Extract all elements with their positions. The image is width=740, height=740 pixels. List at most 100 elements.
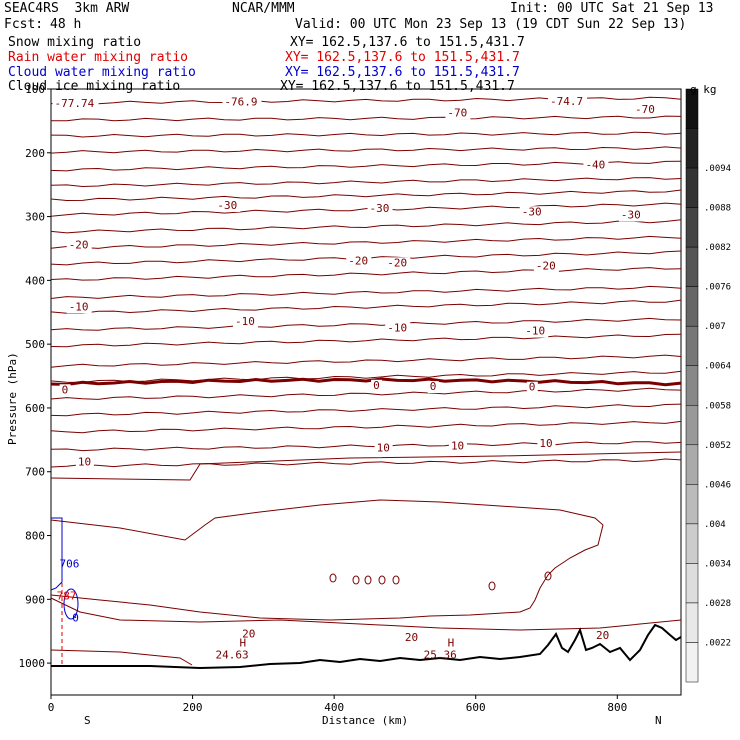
colorbar-label: .0088 xyxy=(704,204,731,214)
contour-label: -10 xyxy=(235,315,255,328)
cloud-contours xyxy=(50,517,79,665)
contour-label: -10 xyxy=(525,325,545,338)
x-tick-label: 800 xyxy=(607,701,627,714)
isotherm-line xyxy=(50,370,682,384)
rain-label: 787 xyxy=(57,589,77,602)
isotherm-loop xyxy=(364,575,372,585)
cloud-water-contour xyxy=(63,588,79,620)
isotherm-line xyxy=(50,177,682,188)
cloud-label: 706 xyxy=(59,557,79,570)
y-tick-label: 900 xyxy=(25,593,45,606)
contour-label: 10 xyxy=(451,439,464,452)
colorbar-label: .0052 xyxy=(704,441,731,451)
colorbar-label: .0064 xyxy=(704,362,731,372)
contour-label-bg xyxy=(427,381,439,394)
isotherm-line xyxy=(50,299,682,314)
contour-label-bg xyxy=(240,628,259,641)
x-axis-ticks: 0 200 400 600 800 xyxy=(48,695,627,714)
colorbar-label: .0082 xyxy=(704,243,731,253)
contour-label: 10 xyxy=(78,455,91,468)
field-name: Cloud water mixing ratio xyxy=(8,65,196,80)
colorbar-swatch xyxy=(685,484,699,525)
y-tick-label: 400 xyxy=(25,274,45,287)
extreme-value: 25.36 xyxy=(424,649,457,662)
y-tick-label: 200 xyxy=(25,147,45,160)
isotherm-line xyxy=(50,146,682,154)
contour-label-bg xyxy=(233,316,259,329)
field-name: Snow mixing ratio xyxy=(8,35,142,50)
colorbar-label: .004 xyxy=(704,520,726,530)
isotherm-line xyxy=(50,387,682,400)
contour-label-bg xyxy=(523,325,549,338)
isotherm-line xyxy=(50,235,682,249)
colorbar-swatch xyxy=(685,563,699,604)
contour-label-bg xyxy=(59,384,71,397)
isotherm-line xyxy=(50,219,682,234)
isotherm-loop xyxy=(378,575,386,585)
isotherm-line xyxy=(50,317,682,331)
contour-label-bg xyxy=(385,322,411,335)
contour-label: -20 xyxy=(387,256,407,269)
isotherm-line xyxy=(50,441,682,452)
isotherm-line xyxy=(50,131,682,138)
contour-label-bg xyxy=(346,255,372,268)
y-tick-label: 1000 xyxy=(19,657,46,670)
valid-time: Valid: 00 UTC Mon 23 Sep 13 (19 CDT Sun … xyxy=(295,17,687,32)
y-tick-label: 100 xyxy=(25,83,45,96)
colorbar-swatch xyxy=(685,207,699,248)
fcst-label: Fcst: xyxy=(4,17,44,32)
contour-label: -20 xyxy=(348,254,368,267)
y-tick-label: 300 xyxy=(25,211,45,224)
cloud-label: 0 xyxy=(72,612,79,625)
contour-label: 10 xyxy=(539,437,552,450)
isotherm-lines xyxy=(50,96,682,666)
colorbar-swatch xyxy=(685,365,699,406)
x-tick-label: 400 xyxy=(324,701,344,714)
colorbar-swatch xyxy=(685,286,699,327)
colorbar-label: .0022 xyxy=(704,638,731,648)
contour-label: -10 xyxy=(387,321,407,334)
isotherm-line xyxy=(50,285,682,299)
colorbar-swatch xyxy=(685,523,699,564)
contour-label-bg xyxy=(66,239,92,252)
extreme-mark: H xyxy=(240,637,247,650)
isotherm-line xyxy=(50,597,682,631)
field-xy: XY= 162.5,137.6 to 151.5,431.7 xyxy=(285,65,520,80)
isotherm-line xyxy=(50,354,682,368)
contour-label-bg xyxy=(75,456,94,469)
isotherm-line xyxy=(50,160,682,172)
contour-label: -10 xyxy=(69,300,89,313)
contour-label-bg xyxy=(367,203,393,216)
y-tick-label: 800 xyxy=(25,530,45,543)
colorbar-swatch xyxy=(685,167,699,208)
field-xy: XY= 162.5,137.6 to 151.5,431.7 xyxy=(290,35,525,50)
contour-label-bg xyxy=(618,209,644,222)
colorbar-swatch xyxy=(685,246,699,287)
extreme-value: 24.63 xyxy=(216,649,249,662)
contour-label-bg xyxy=(594,629,613,642)
contour-label: -40 xyxy=(585,159,605,172)
init-time: Init: 00 UTC Sat 21 Sep 13 xyxy=(510,1,714,16)
contour-label-bg xyxy=(52,97,99,110)
field-xy: XY= 162.5,137.6 to 151.5,431.7 xyxy=(285,50,520,65)
contour-label: -20 xyxy=(69,238,89,251)
terrain-path xyxy=(51,623,682,670)
colorbar-label: .0028 xyxy=(704,599,731,609)
isotherm-line xyxy=(50,649,193,666)
contour-label-bg xyxy=(632,104,658,117)
contour-label-bg xyxy=(537,437,556,450)
zero-isotherm-line xyxy=(50,377,682,387)
isotherm-line xyxy=(50,451,682,481)
colorbar: .0094 .0088 .0082 .0076 .007 .0064 .0058 .0052.… xyxy=(685,88,731,683)
isotherm-line xyxy=(50,333,682,348)
contour-label-bg xyxy=(548,95,588,108)
isotherm-line xyxy=(50,403,682,417)
isotherm-loop xyxy=(544,571,552,581)
x-tick-label: 0 xyxy=(48,701,55,714)
contour-label-bg xyxy=(519,206,545,219)
y-axis-label: Pressure (hPa) xyxy=(6,352,19,445)
colorbar-label: .0046 xyxy=(704,480,731,490)
contour-label: -20 xyxy=(536,260,556,273)
isotherm-loop xyxy=(329,573,337,583)
